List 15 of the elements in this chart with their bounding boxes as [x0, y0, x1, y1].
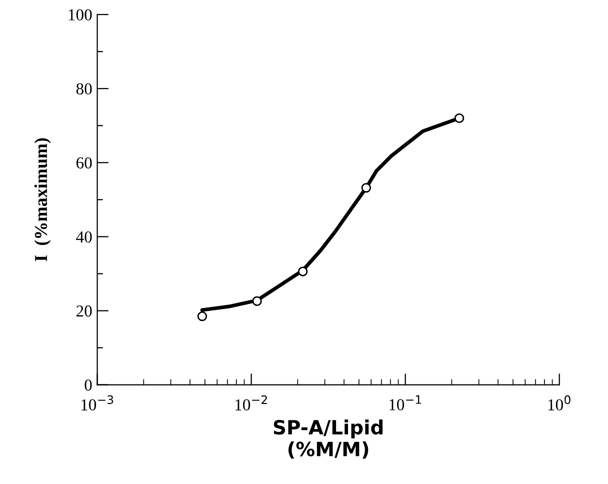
y-axis-title: I (%maximum)	[34, 138, 51, 262]
x-tick-label: 10$^{−3}$	[81, 395, 114, 410]
x-tick-label: 10$^{−2}$	[236, 395, 267, 410]
y-tick-label: 20	[76, 305, 92, 317]
x-tick-label: 10$^{−1}$	[390, 395, 422, 410]
x-tick-label: 10$^{0}$	[548, 395, 570, 410]
x-axis-title: SP-A/Lipid (%M/M)	[274, 420, 383, 459]
point	[197, 311, 208, 322]
point	[252, 296, 262, 306]
y-tick-label: 40	[76, 231, 92, 243]
y-tick-label: 80	[76, 83, 92, 95]
y-tick-label: 100	[68, 9, 92, 20]
y-tick-label: 0	[84, 379, 92, 391]
point	[361, 182, 372, 193]
y-tick-label: 60	[76, 157, 92, 169]
